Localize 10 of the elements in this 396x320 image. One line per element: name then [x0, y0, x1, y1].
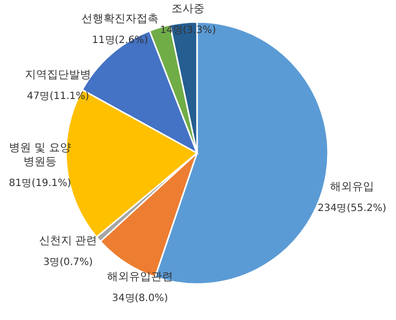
- slice-label: 선행확진자접촉: [80, 12, 160, 26]
- data-label: 3명(0.7%): [42, 256, 94, 270]
- data-label: 34명(8.0%): [111, 292, 169, 306]
- slice-label: 지역집단발병: [24, 68, 92, 82]
- slice-label: 신천지 관련: [38, 234, 98, 248]
- slice-label: 조사중: [170, 2, 206, 16]
- data-label: 81명(19.1%): [8, 177, 72, 191]
- data-label: 14명(3.3%): [159, 24, 217, 38]
- slice-label: 해외유입: [329, 180, 375, 194]
- data-label: 234명(55.2%): [317, 202, 387, 216]
